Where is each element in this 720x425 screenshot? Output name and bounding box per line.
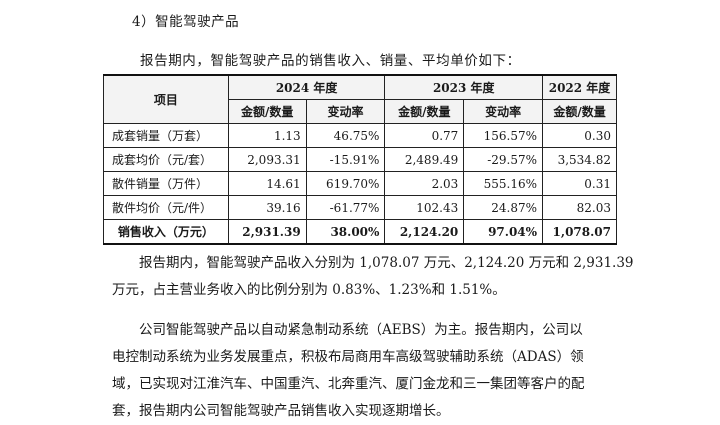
paragraph-line: 套，报告期内公司智能驾驶产品销售收入实现逐期增长。: [112, 403, 450, 419]
row-label: 销售收入（万元）: [103, 219, 229, 245]
paragraph-line: 域，已实现对江淮汽车、中国重汽、北奔重汽、厦门金龙和三一集团等客户的配: [112, 376, 585, 392]
paragraph-line: 报告期内，智能驾驶产品收入分别为 1,078.07 万元、2,124.20 万元…: [139, 255, 634, 271]
subheader-cell: 变动率: [463, 99, 544, 124]
table-cell: 82.03: [542, 195, 617, 220]
row-label: 成套均价（元/套）: [103, 147, 229, 172]
table-cell: -29.57%: [463, 147, 544, 172]
table-row: 成套销量（万套） 1.13 46.75% 0.77 156.57% 0.30: [103, 123, 617, 148]
table-cell: 2,489.49: [384, 147, 465, 172]
paragraph-business: 公司智能驾驶产品以自动紧急制动系统（AEBS）为主。报告期内，公司以 电控制动系…: [112, 317, 622, 425]
intro-text: 报告期内，智能驾驶产品的销售收入、销量、平均单价如下：: [140, 53, 521, 69]
subheader-cell: 金额/数量: [227, 99, 307, 124]
table-cell: 156.57%: [463, 123, 544, 148]
subheader-cell: 金额/数量: [542, 99, 617, 124]
table-row: 成套均价（元/套） 2,093.31 -15.91% 2,489.49 -29.…: [103, 147, 617, 172]
row-label: 散件销量（万件）: [103, 171, 229, 196]
row-label: 成套销量（万套）: [103, 123, 229, 148]
table-cell: 0.31: [542, 171, 617, 196]
table-cell: 2,093.31: [227, 147, 307, 172]
table-subheader-row: 金额/数量 变动率 金额/数量 变动率 金额/数量: [104, 99, 617, 124]
paragraph-line: 电控制动系统为业务发展重点，积极布局商用车高级驾驶辅助系统（ADAS）领: [112, 349, 584, 365]
paragraph-line: 万元，占主营业务收入的比例分别为 0.83%、1.23%和 1.51%。: [112, 282, 506, 298]
table-cell: 97.04%: [463, 219, 544, 245]
section-title: 4）智能驾驶产品: [132, 14, 240, 30]
table-cell: 46.75%: [305, 123, 386, 148]
header-year: 2024 年度: [227, 74, 386, 100]
header-item: 项目: [103, 74, 229, 124]
table-cell: 2,124.20: [384, 219, 465, 245]
table-cell: 38.00%: [305, 219, 386, 245]
subheader-cell: 金额/数量: [384, 99, 465, 124]
table-cell: 102.43: [384, 195, 465, 220]
table-header-row: 项目 2024 年度 2023 年度 2022 年度: [103, 74, 617, 124]
table-row: 散件销量（万件） 14.61 619.70% 2.03 555.16% 0.31: [103, 171, 617, 196]
table-cell: 2.03: [384, 171, 465, 196]
table-cell: 0.77: [384, 123, 465, 148]
subheader-cell: 变动率: [305, 99, 386, 124]
paragraph-line: 公司智能驾驶产品以自动紧急制动系统（AEBS）为主。报告期内，公司以: [139, 322, 583, 338]
table-row: 散件均价（元/件） 39.16 -61.77% 102.43 24.87% 82…: [103, 195, 617, 220]
header-year: 2022 年度: [542, 74, 617, 100]
header-year: 2023 年度: [384, 74, 544, 100]
table-cell: 2,931.39: [227, 219, 307, 245]
table-cell: -61.77%: [305, 195, 386, 220]
table-cell: 24.87%: [463, 195, 544, 220]
table-cell: 1,078.07: [542, 219, 617, 245]
table-cell: 3,534.82: [542, 147, 617, 172]
table-cell: 14.61: [227, 171, 307, 196]
table-cell: -15.91%: [305, 147, 386, 172]
sales-table: 项目 2024 年度 2023 年度 2022 年度 金额/数量 变动率 金额/…: [103, 74, 617, 245]
table-cell: 555.16%: [463, 171, 544, 196]
paragraph-revenue: 报告期内，智能驾驶产品收入分别为 1,078.07 万元、2,124.20 万元…: [112, 250, 634, 304]
table-cell: 619.70%: [305, 171, 386, 196]
table-cell: 1.13: [227, 123, 307, 148]
table-cell: 39.16: [227, 195, 307, 220]
table-cell: 0.30: [542, 123, 617, 148]
table-row-total: 销售收入（万元） 2,931.39 38.00% 2,124.20 97.04%…: [103, 219, 617, 245]
row-label: 散件均价（元/件）: [103, 195, 229, 220]
